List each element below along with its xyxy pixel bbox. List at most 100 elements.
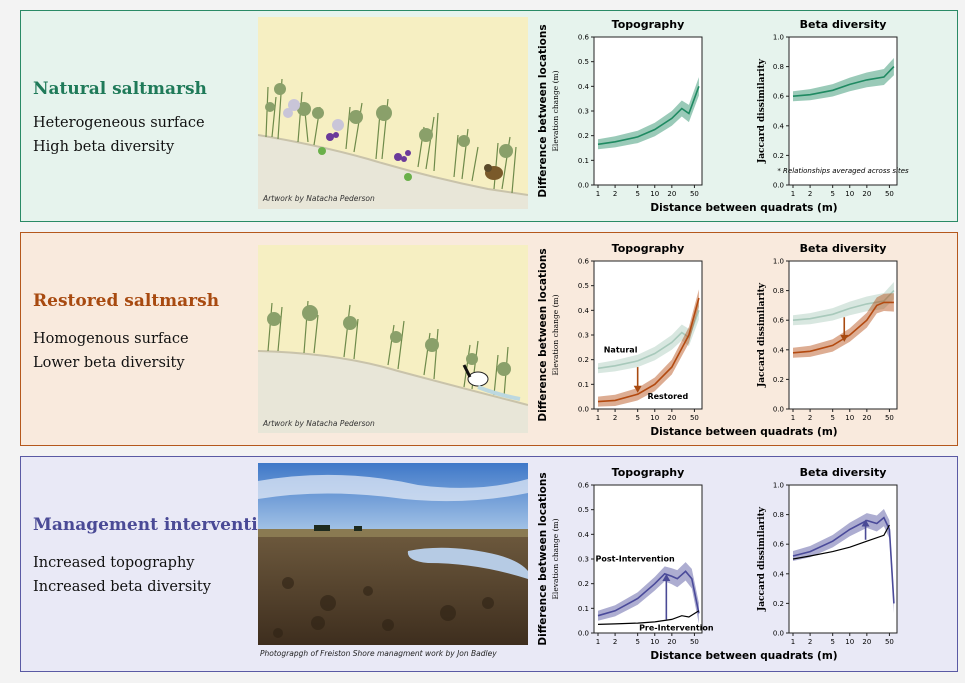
series-line [597, 86, 700, 146]
series-band [793, 58, 894, 102]
chart-title: Topography [612, 18, 685, 31]
y-tick-label: 0.6 [578, 482, 590, 490]
x-tick-label: 50 [690, 638, 699, 646]
x-tick-label: 50 [885, 638, 894, 646]
series-band [793, 509, 894, 614]
x-tick-label: 10 [845, 414, 854, 422]
y-tick-label: 0.6 [773, 93, 785, 101]
y-tick-label: 0.3 [578, 332, 589, 340]
panel-line-2: Lower beta diversity [33, 355, 185, 371]
y-tick-label: 0.4 [773, 346, 785, 354]
y-tick-label: 0.8 [773, 511, 784, 519]
freiston-shore-photo [258, 463, 528, 645]
x-tick-label: 20 [667, 190, 676, 198]
arrow-head [633, 385, 642, 393]
y-tick-label: 0.6 [578, 34, 590, 42]
x-tick-label: 1 [596, 638, 600, 646]
x-tick-label: 5 [635, 414, 639, 422]
panel-title: Restored saltmarsh [33, 291, 220, 311]
y-tick-label: 0.4 [773, 570, 785, 578]
x-tick-label: 50 [885, 414, 894, 422]
y-tick-label: 0.5 [578, 282, 589, 290]
x-tick-label: 10 [650, 414, 659, 422]
series-line [792, 66, 895, 97]
x-tick-label: 2 [613, 638, 617, 646]
x-tick-label: 50 [690, 414, 699, 422]
panel-title: Management intervention [33, 515, 282, 535]
y-axis-label-main: Difference between locations [537, 24, 549, 197]
panel-line-2: Increased beta diversity [33, 579, 211, 595]
x-tick-label: 5 [635, 190, 639, 198]
y-tick-label: 0.1 [578, 157, 589, 165]
charts-natural: Topography 0.0 0.1 0.2 0.3 0.4 0.5 0.6 1 2 5 10 20 50… [531, 11, 959, 221]
y-tick-label: 0.2 [578, 356, 589, 364]
y-tick-label: 1.0 [773, 258, 784, 266]
x-tick-label: 20 [667, 414, 676, 422]
y-axis-label-topo: Elevation change (m) [551, 518, 560, 599]
natural-saltmarsh-artwork [258, 17, 528, 209]
x-tick-label: 50 [690, 190, 699, 198]
arrow-head [662, 574, 671, 582]
chart-title: Beta diversity [800, 466, 887, 479]
y-axis-label-main: Difference between locations [537, 248, 549, 421]
x-tick-label: 2 [808, 414, 812, 422]
x-tick-label: 5 [830, 638, 834, 646]
x-tick-label: 1 [791, 190, 795, 198]
arrow-head [861, 519, 870, 527]
x-tick-label: 1 [791, 414, 795, 422]
y-tick-label: 0.2 [773, 376, 784, 384]
y-tick-label: 0.3 [578, 556, 589, 564]
series-line [792, 516, 895, 604]
y-tick-label: 0.4 [578, 83, 590, 91]
chart-note: * Relationships averaged across sites [777, 167, 909, 175]
y-tick-label: 0.8 [773, 287, 784, 295]
x-tick-label: 2 [808, 638, 812, 646]
x-tick-label: 10 [845, 638, 854, 646]
y-tick-label: 0.5 [578, 58, 589, 66]
x-tick-label: 1 [596, 414, 600, 422]
x-tick-label: 10 [845, 190, 854, 198]
y-axis-label-beta: Jaccard dissimilarity [757, 58, 767, 164]
y-axis-label-topo: Elevation change (m) [551, 294, 560, 375]
chart-pair-management: Topography 0.0 0.1 0.2 0.3 0.4 0.5 0.6 1 2 5 10 20 50… [537, 466, 898, 662]
series-line [597, 570, 700, 617]
y-tick-label: 0.1 [578, 605, 589, 613]
y-tick-label: 0.6 [773, 541, 785, 549]
x-tick-label: 1 [791, 638, 795, 646]
charts-management: Topography 0.0 0.1 0.2 0.3 0.4 0.5 0.6 1 2 5 10 20 50… [531, 457, 959, 671]
restored-saltmarsh-artwork [258, 245, 528, 433]
chart-title: Beta diversity [800, 18, 887, 31]
y-axis-label-beta: Jaccard dissimilarity [757, 506, 767, 612]
y-axis-label-beta: Jaccard dissimilarity [757, 282, 767, 388]
x-axis-label: Distance between quadrats (m) [650, 426, 837, 438]
chart-title: Topography [612, 242, 685, 255]
x-tick-label: 20 [667, 638, 676, 646]
series-label-post: Post-Intervention [595, 554, 675, 563]
series-band [793, 282, 894, 326]
chart-title: Beta diversity [800, 242, 887, 255]
y-tick-label: 0.8 [773, 63, 784, 71]
y-axis-label-main: Difference between locations [537, 472, 549, 645]
y-tick-label: 0.0 [773, 182, 784, 190]
series-line [597, 297, 700, 403]
y-axis-label-topo: Elevation change (m) [551, 70, 560, 151]
y-tick-label: 0.2 [773, 600, 784, 608]
plot-area [593, 484, 703, 634]
series-line [792, 301, 894, 354]
x-tick-label: 20 [862, 190, 871, 198]
series-line [597, 610, 700, 625]
y-tick-label: 1.0 [773, 482, 784, 490]
panel-natural-saltmarsh: Natural saltmarsh Heterogeneous surface … [20, 10, 958, 222]
x-tick-label: 10 [650, 638, 659, 646]
x-tick-label: 2 [808, 190, 812, 198]
panel-line-1: Homogenous surface [33, 331, 189, 347]
y-tick-label: 0.0 [578, 406, 589, 414]
y-tick-label: 0.0 [773, 630, 784, 638]
y-tick-label: 0.5 [578, 506, 589, 514]
x-tick-label: 20 [862, 414, 871, 422]
chart-title: Topography [612, 466, 685, 479]
x-axis-label: Distance between quadrats (m) [650, 202, 837, 214]
plot-area [788, 36, 898, 186]
